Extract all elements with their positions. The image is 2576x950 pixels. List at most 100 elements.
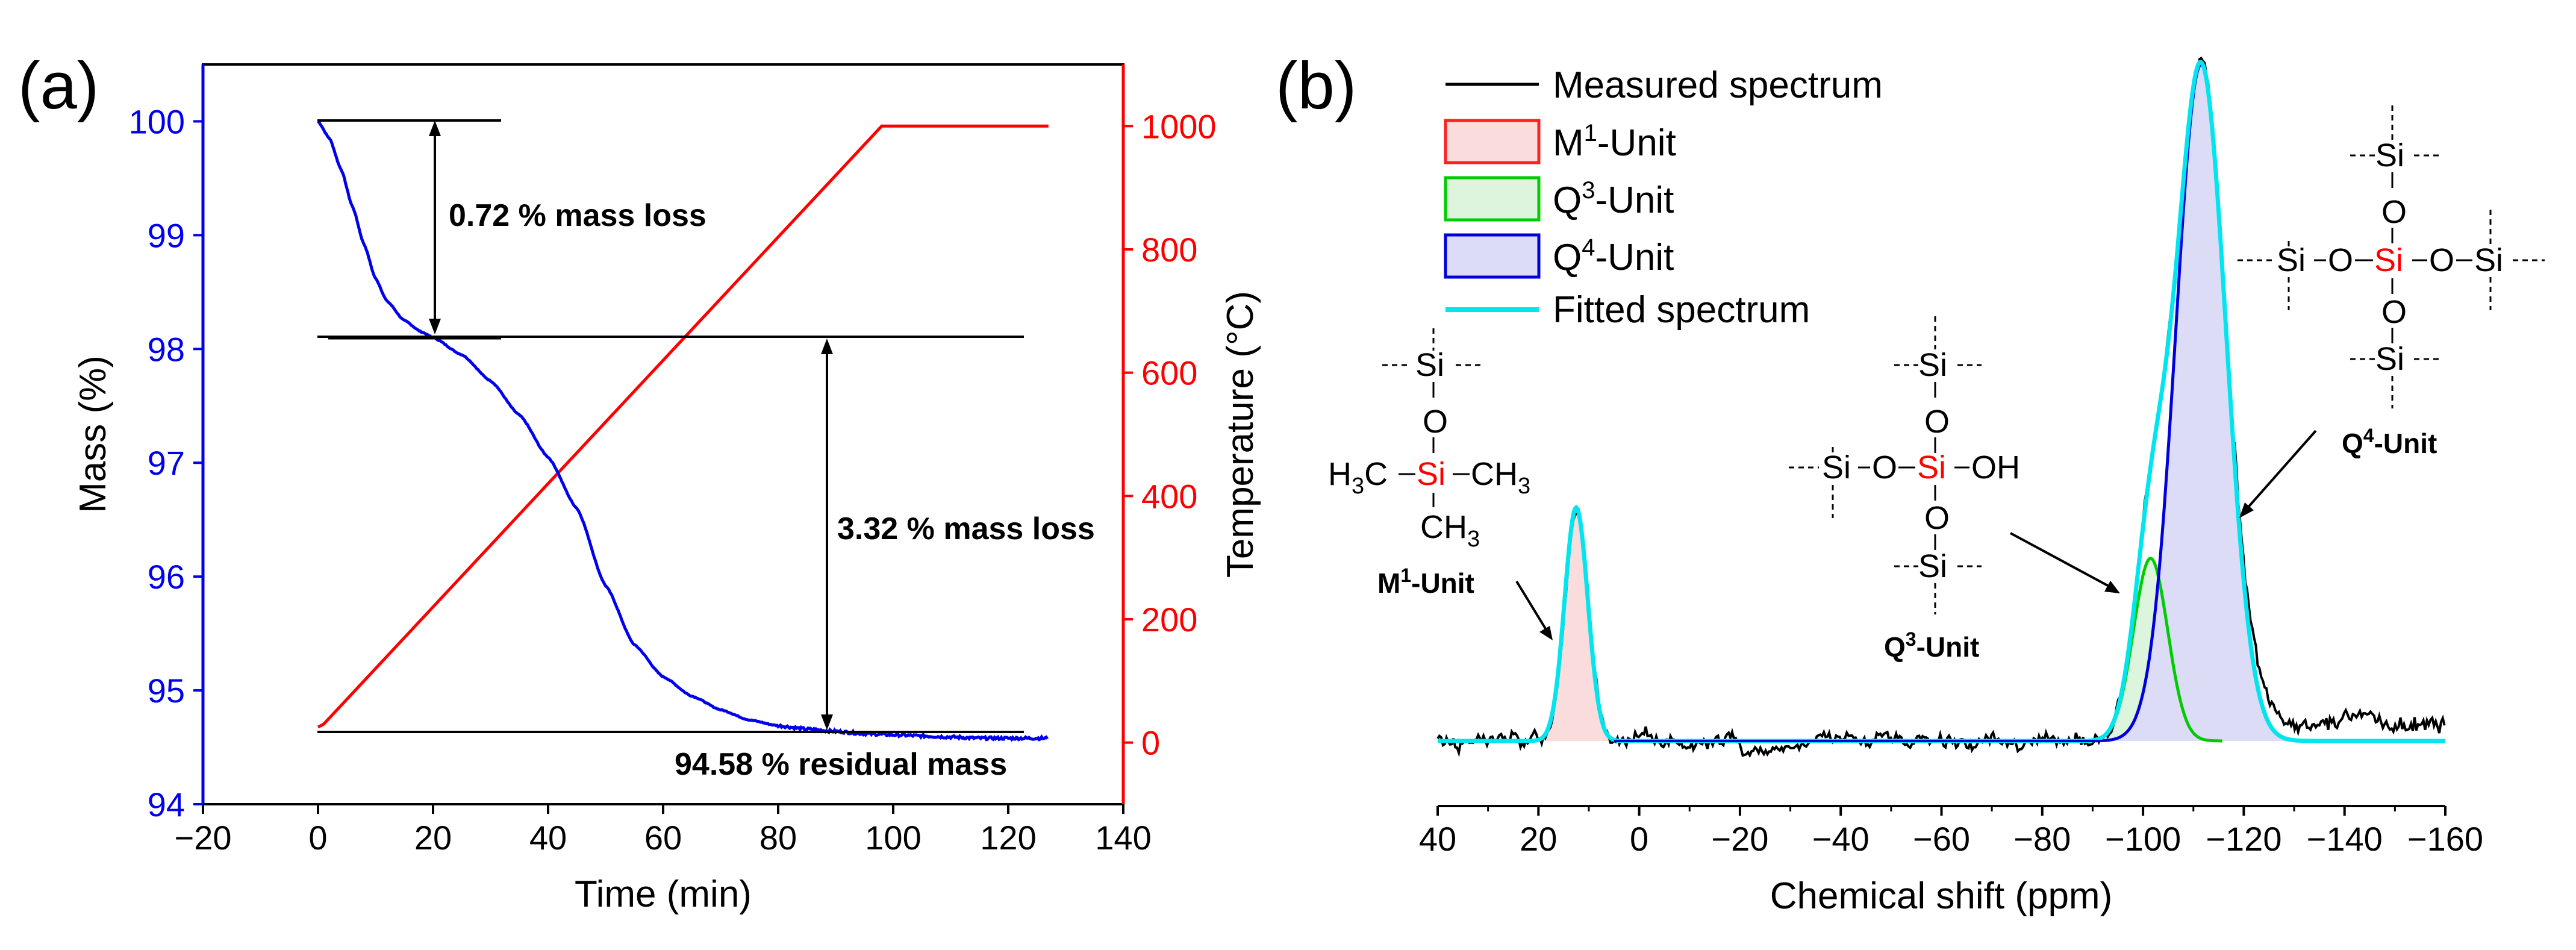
x-tick-label: −20 [1711, 820, 1768, 858]
q4-o-bottom: O [2381, 294, 2407, 330]
m1-ch3-bottom: CH3 [1420, 509, 1480, 552]
legend-q4-swatch [1444, 233, 1541, 279]
annotation-loss1: 0.72 % mass loss [449, 198, 706, 233]
panel-b-x-ticks: 40 20 0 −20 −40 −60 −80 −100 −120 −140 −160 [1419, 806, 2483, 858]
x-tick-label: −100 [2105, 820, 2181, 858]
y-right-tick-label: 600 [1141, 354, 1197, 392]
q4-unit-peak-fill [2095, 64, 2307, 741]
panel-a-y-right-ticks: 0 200 400 600 800 1000 [1123, 107, 1217, 762]
q4-si-top: Si [2375, 137, 2404, 173]
y-tick-label: 96 [148, 558, 185, 596]
annotation-loss2: 3.32 % mass loss [837, 511, 1095, 546]
m1-unit-peak-fill [1527, 507, 1625, 741]
legend-m1-label: M1-Unit [1553, 120, 1676, 164]
x-tick-label: −40 [1812, 820, 1870, 858]
arrowhead-loss2-down [821, 714, 833, 730]
panel-a-y-label: Mass (%) [72, 355, 114, 513]
panel-a: (a) −20 0 20 40 60 80 100 120 140 94 95 96 97 98 99 10… [18, 49, 1261, 915]
x-tick-label: 100 [865, 819, 921, 857]
panel-a-y-right-label: Temperature (°C) [1220, 291, 1261, 578]
q4-structure: Si O Si O Si O Si O Si [2238, 105, 2545, 518]
legend-q3-label: Q3-Unit [1553, 177, 1674, 221]
q4-pointer-line [2245, 430, 2317, 510]
q3-si-left: Si [1822, 449, 1851, 486]
arrowhead-loss1-up [429, 120, 441, 136]
q4-si-left: Si [2277, 242, 2306, 278]
legend-q3-swatch [1444, 176, 1541, 222]
x-tick-label: 20 [414, 819, 452, 857]
x-tick-label: −80 [2013, 820, 2071, 858]
x-tick-label: 40 [529, 819, 567, 857]
m1-structure: Si O H3C Si CH3 CH3 M1-Unit [1328, 328, 1553, 640]
temperature-series-line [317, 124, 1049, 729]
m1-ch3-right: CH3 [1471, 456, 1530, 499]
panel-a-x-label: Time (min) [575, 873, 752, 915]
x-tick-label: 0 [308, 819, 327, 857]
panel-a-frame [202, 63, 1124, 805]
y-right-tick-label: 800 [1141, 231, 1197, 269]
legend-m1-swatch [1444, 119, 1541, 164]
q3-structure: Si O Si O Si OH O Si Q3-Unit [1789, 316, 2120, 663]
y-tick-label: 100 [129, 102, 185, 140]
q3-o-left: O [1872, 449, 1897, 486]
panel-a-x-ticks: −20 0 20 40 60 80 100 120 140 [175, 804, 1152, 857]
q4-si-bottom: Si [2375, 341, 2404, 377]
x-tick-label: 60 [644, 819, 682, 857]
y-tick-label: 99 [148, 216, 185, 254]
annotation-residual: 94.58 % residual mass [675, 747, 1007, 782]
legend-measured-label: Measured spectrum [1553, 64, 1883, 106]
q3-pointer-head [2104, 581, 2120, 593]
panel-b: (b) 40 20 0 −20 −40 −60 −80 −100 −120 −140 −160 Me… [1276, 49, 2545, 917]
x-tick-label: 20 [1520, 820, 1557, 858]
y-right-tick-label: 1000 [1141, 107, 1217, 145]
panel-a-y-ticks: 94 95 96 97 98 99 100 [129, 102, 203, 823]
q4-o-right: O [2429, 242, 2454, 278]
x-tick-label: 120 [980, 819, 1036, 857]
mass-series-line [317, 120, 1049, 742]
q4-o-left: O [2328, 242, 2353, 278]
legend: Measured spectrum M1-Unit Q3-Unit Q4-Uni… [1444, 64, 1883, 331]
m1-h3c: H3C [1328, 456, 1388, 499]
y-tick-label: 94 [148, 786, 185, 823]
x-tick-label: −160 [2407, 820, 2483, 858]
m1-unit-label: M1-Unit [1377, 564, 1474, 599]
q3-si-top: Si [1918, 347, 1947, 383]
arrowhead-loss1-down [429, 319, 441, 334]
m1-pointer-head [1539, 626, 1553, 640]
y-right-tick-label: 200 [1141, 601, 1197, 639]
m1-pointer-line [1515, 580, 1549, 634]
q3-oh: OH [1971, 449, 2020, 486]
legend-fitted-label: Fitted spectrum [1553, 289, 1810, 331]
x-tick-label: 80 [759, 819, 797, 857]
y-right-tick-label: 400 [1141, 477, 1197, 515]
m1-o: O [1423, 404, 1448, 440]
panel-b-x-label: Chemical shift (ppm) [1770, 875, 2112, 917]
q4-pointer-head [2239, 502, 2254, 518]
q4-unit-label: Q4-Unit [2342, 425, 2437, 459]
x-tick-label: 0 [1630, 820, 1648, 858]
q3-unit-label: Q3-Unit [1884, 628, 1979, 663]
panel-a-label: (a) [18, 49, 99, 123]
x-tick-label: −120 [2206, 820, 2281, 858]
q3-pointer-line [2010, 532, 2112, 589]
m1-si-center: Si [1417, 456, 1445, 492]
q4-si-center: Si [2374, 242, 2403, 278]
legend-q4-label: Q4-Unit [1553, 234, 1674, 278]
y-tick-label: 97 [148, 444, 185, 482]
arrowhead-loss2-up [821, 339, 833, 354]
x-tick-label: −60 [1913, 820, 1970, 858]
x-tick-label: −140 [2307, 820, 2383, 858]
y-right-tick-label: 0 [1141, 724, 1160, 762]
x-tick-label: 140 [1095, 819, 1151, 857]
m1-si-top: Si [1415, 347, 1444, 383]
panel-b-label: (b) [1276, 49, 1356, 123]
y-tick-label: 95 [148, 672, 185, 710]
q4-o-top: O [2381, 194, 2407, 230]
q3-o-top: O [1924, 404, 1950, 440]
q4-si-right: Si [2474, 242, 2503, 278]
x-tick-label: 40 [1419, 820, 1456, 858]
x-tick-label: −20 [175, 819, 232, 857]
q3-si-center: Si [1917, 449, 1946, 486]
y-tick-label: 98 [148, 330, 185, 368]
